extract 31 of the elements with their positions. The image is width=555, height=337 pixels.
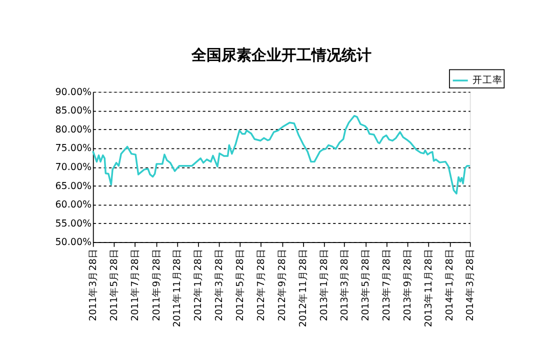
y-tick-label: 90.00% [55, 86, 92, 98]
x-tick-label: 2012年11月28日 [297, 248, 310, 328]
y-tick-label: 60.00% [55, 200, 92, 211]
line-series [92, 114, 471, 194]
x-tick-label: 2011年11月28日 [171, 248, 184, 328]
x-tick-label: 2013年9月28日 [402, 248, 414, 322]
x-tick-label: 2011年5月28日 [108, 248, 120, 322]
y-tick-label: 80.00% [55, 124, 92, 136]
x-tick-label: 2013年3月28日 [338, 248, 350, 322]
x-tick-label: 2012年9月28日 [276, 248, 288, 322]
legend-label: 开工率 [472, 74, 502, 86]
y-tick-label: 85.00% [55, 106, 92, 117]
y-tick-label: 65.00% [55, 180, 92, 192]
x-tick-label: 2014年3月28日 [464, 248, 476, 322]
x-tick-label: 2013年5月28日 [359, 248, 372, 322]
x-tick-label: 2012年5月28日 [234, 248, 246, 322]
y-tick-label: 70.00% [55, 162, 92, 173]
y-tick-label: 55.00% [55, 218, 92, 230]
x-tick-label: 2012年1月28日 [192, 248, 204, 322]
x-tick-label: 2011年3月28日 [86, 248, 99, 322]
chart-title: 全国尿素企业开工情况统计 [190, 47, 372, 64]
x-tick-label: 2012年3月28日 [212, 248, 225, 322]
x-tick-label: 2012年7月28日 [254, 248, 267, 322]
y-tick-label: 75.00% [55, 143, 92, 154]
x-tick-label: 2011年7月28日 [128, 248, 141, 322]
x-tick-label: 2014年1月28日 [444, 248, 456, 322]
y-tick-label: 50.00% [55, 237, 92, 248]
x-tick-label: 2011年9月28日 [150, 248, 162, 322]
x-tick-label: 2013年7月28日 [380, 248, 392, 322]
x-tick-label: 2013年11月28日 [422, 248, 435, 328]
x-tick-label: 2013年1月28日 [318, 248, 330, 322]
